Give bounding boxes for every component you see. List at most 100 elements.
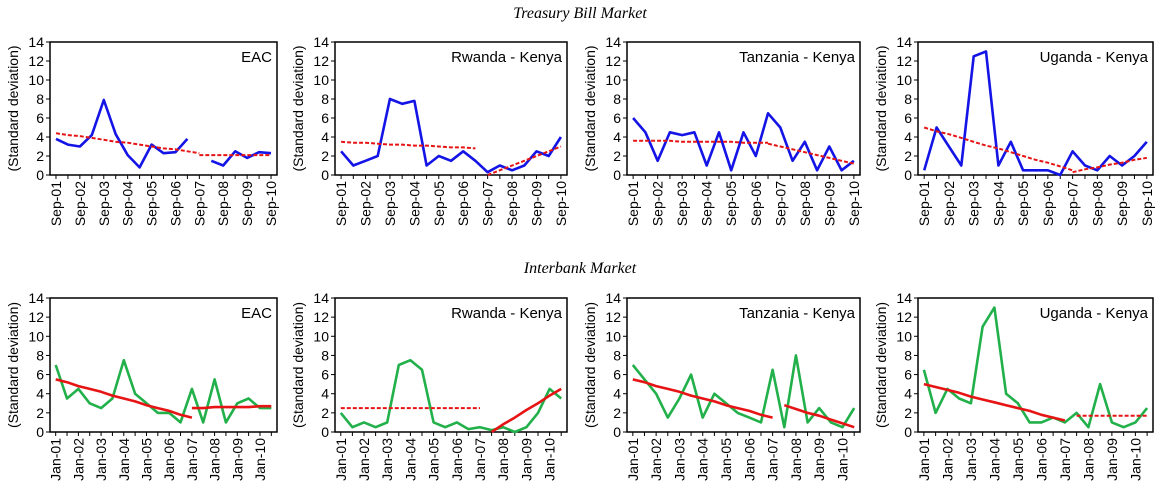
y-tick-label: 12 <box>896 53 912 69</box>
data-line <box>55 132 200 155</box>
y-tick-label: 6 <box>321 110 329 126</box>
y-axis-label: (Standard deviation) <box>873 45 889 171</box>
y-tick-label: 8 <box>613 91 621 107</box>
x-tick-label: Jan-09 <box>811 438 827 481</box>
y-tick-label: 14 <box>605 290 621 306</box>
y-tick-label: 0 <box>36 167 44 183</box>
x-tick-label: Sep-03 <box>382 181 398 226</box>
y-tick-label: 4 <box>321 129 329 145</box>
x-tick-label: Jan-05 <box>1010 438 1026 481</box>
data-line <box>783 403 855 429</box>
data-line <box>767 142 855 165</box>
x-tick-label: Sep-05 <box>723 181 739 226</box>
x-tick-label: Sep-02 <box>941 181 957 226</box>
x-tick-label: Jan-03 <box>379 438 395 481</box>
y-tick-label: 12 <box>605 309 621 325</box>
y-tick-label: 14 <box>28 290 44 306</box>
x-tick-label: Jan-06 <box>161 438 177 481</box>
data-line <box>922 50 1148 177</box>
y-tick-label: 0 <box>904 424 912 440</box>
y-tick-label: 12 <box>313 309 329 325</box>
data-line <box>55 378 193 419</box>
x-tick-label: Sep-04 <box>406 181 422 226</box>
x-tick-label: Jan-10 <box>542 438 558 481</box>
x-tick-label: Sep-07 <box>480 181 496 226</box>
y-tick-label: 10 <box>896 328 912 344</box>
x-tick-label: Jan-05 <box>426 438 442 481</box>
data-line <box>490 387 562 434</box>
x-tick-label: Sep-01 <box>625 181 641 226</box>
y-tick-label: 4 <box>613 129 621 145</box>
y-tick-label: 6 <box>36 110 44 126</box>
y-tick-label: 6 <box>613 110 621 126</box>
y-tick-label: 0 <box>321 167 329 183</box>
plot-frame <box>49 297 278 433</box>
x-tick-label: Sep-02 <box>358 181 374 226</box>
x-tick-label: Jan-08 <box>495 438 511 481</box>
x-tick-label: Sep-06 <box>167 181 183 226</box>
y-tick-label: 14 <box>28 34 44 50</box>
data-line <box>487 145 562 176</box>
x-tick-label: Jan-08 <box>788 438 804 481</box>
data-line <box>922 306 1149 429</box>
x-tick-label: Sep-08 <box>504 181 520 226</box>
plot-frame <box>334 297 568 433</box>
y-tick-label: 14 <box>313 290 329 306</box>
data-line <box>632 378 773 419</box>
y-tick-label: 4 <box>36 129 44 145</box>
data-line <box>55 98 189 169</box>
panel-title: Tanzania - Kenya <box>739 305 856 322</box>
y-tick-label: 4 <box>904 386 912 402</box>
y-axis-label: (Standard deviation) <box>290 302 306 428</box>
x-tick-label: Sep-10 <box>1139 181 1155 226</box>
y-tick-label: 12 <box>896 309 912 325</box>
y-tick-label: 4 <box>36 386 44 402</box>
y-tick-label: 6 <box>613 367 621 383</box>
y-tick-label: 4 <box>904 129 912 145</box>
x-tick-label: Jan-03 <box>963 438 979 481</box>
x-tick-label: Sep-09 <box>1114 181 1130 226</box>
y-axis-label: (Standard deviation) <box>5 45 21 171</box>
y-tick-label: 2 <box>613 148 621 164</box>
x-tick-label: Jan-04 <box>695 438 711 481</box>
x-tick-label: Jan-01 <box>916 438 932 481</box>
x-tick-label: Jan-02 <box>648 438 664 481</box>
plot-frame <box>626 297 861 433</box>
x-tick-label: Sep-09 <box>821 181 837 226</box>
x-tick-label: Sep-04 <box>990 181 1006 226</box>
x-tick-label: Sep-02 <box>650 181 666 226</box>
x-tick-label: Sep-08 <box>1089 181 1105 226</box>
y-tick-label: 10 <box>605 72 621 88</box>
x-tick-label: Jan-04 <box>402 438 418 481</box>
data-line <box>1072 156 1147 174</box>
y-tick-label: 8 <box>36 347 44 363</box>
y-tick-label: 8 <box>36 91 44 107</box>
y-tick-label: 10 <box>605 328 621 344</box>
x-tick-label: Jan-08 <box>1080 438 1096 481</box>
x-tick-label: Jan-01 <box>625 438 641 481</box>
y-axis-label: (Standard deviation) <box>582 302 598 428</box>
x-tick-label: Jan-07 <box>472 438 488 481</box>
data-line <box>54 358 272 424</box>
x-tick-label: Jan-08 <box>207 438 223 481</box>
y-tick-label: 12 <box>28 53 44 69</box>
x-tick-label: Sep-05 <box>1015 181 1031 226</box>
x-tick-label: Sep-04 <box>120 181 136 226</box>
x-tick-label: Sep-01 <box>916 181 932 226</box>
x-tick-label: Jan-02 <box>70 438 86 481</box>
y-axis-label: (Standard deviation) <box>290 45 306 171</box>
y-tick-label: 2 <box>904 405 912 421</box>
x-tick-label: Sep-01 <box>333 181 349 226</box>
y-tick-label: 14 <box>313 34 329 50</box>
section-title: Interbank Market <box>523 260 637 277</box>
data-line <box>923 382 1066 422</box>
data-line <box>210 150 272 167</box>
y-tick-label: 2 <box>613 405 621 421</box>
x-tick-label: Jan-04 <box>116 438 132 481</box>
y-tick-label: 6 <box>36 367 44 383</box>
y-tick-label: 8 <box>321 347 329 363</box>
y-tick-label: 4 <box>321 386 329 402</box>
x-tick-label: Jan-07 <box>765 438 781 481</box>
y-axis-label: (Standard deviation) <box>873 302 889 428</box>
